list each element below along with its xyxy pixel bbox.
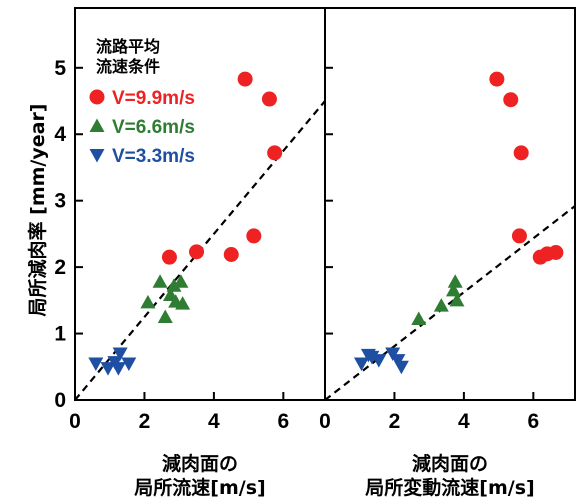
trend-line-right [324, 205, 576, 401]
x-tick-label-right: 6 [527, 410, 539, 433]
x-tick-label-left: 0 [69, 410, 81, 433]
data-point-triangle-down [121, 357, 137, 371]
x-tick-label-left: 4 [208, 410, 220, 433]
y-tick-label: 1 [54, 323, 66, 346]
x-tick-label-right: 0 [319, 410, 331, 433]
data-point-triangle-down [364, 350, 380, 365]
data-point-triangle-down [88, 357, 104, 371]
x-tick-label-left: 6 [277, 410, 289, 433]
data-point-circle [267, 145, 283, 161]
data-point-circle [189, 244, 205, 260]
x-tick-label-left: 2 [139, 410, 151, 433]
data-point-triangle-up [173, 274, 189, 288]
data-point-triangle-up [447, 274, 463, 288]
data-point-triangle-up [152, 274, 168, 288]
legend: 流路平均 流速条件 V=9.9m/s V=6.6m/s V=3.3m/s [89, 37, 195, 167]
legend-label: V=6.6m/s [112, 117, 195, 138]
right-panel-frame [324, 7, 576, 401]
data-point-circle [161, 249, 177, 265]
data-point-circle [223, 246, 239, 262]
data-point-triangle-down [393, 360, 409, 375]
legend-label: V=9.9m/s [112, 88, 195, 109]
data-point-triangle-up [140, 294, 156, 309]
data-point-triangle-up [445, 282, 461, 297]
legend-marker-triangle-down [89, 149, 105, 163]
x-tick-label-right: 2 [389, 410, 401, 433]
data-point-triangle-up [175, 296, 191, 310]
y-tick-label: 5 [54, 57, 66, 80]
data-point-circle [503, 92, 519, 108]
x-tick-label-right: 4 [458, 410, 470, 433]
right-panel: 0 2 4 6 [319, 66, 576, 433]
data-point-triangle-up [449, 292, 465, 307]
y-tick-label: 3 [54, 190, 66, 213]
data-point-circle [513, 145, 529, 161]
legend-marker-circle [89, 89, 105, 105]
data-point-circle [511, 228, 527, 244]
left-panel: 0 2 4 6 0 1 2 3 4 5 [54, 57, 326, 433]
x-axis-title-right-line2: 局所変動流速[m/s] [365, 476, 534, 499]
data-point-circle [246, 228, 262, 244]
data-point-circle [237, 71, 253, 87]
data-point-triangle-up [433, 298, 449, 312]
data-point-triangle-up [411, 311, 427, 325]
data-point-triangle-down [100, 362, 116, 376]
data-point-triangle-up [157, 309, 173, 323]
data-point-circle [548, 245, 564, 261]
legend-title-line2: 流速条件 [96, 57, 160, 76]
y-tick-label: 4 [54, 123, 66, 146]
y-tick-label: 0 [54, 389, 66, 412]
data-point-triangle-down [353, 357, 369, 371]
y-tick-label: 2 [54, 256, 66, 279]
legend-label: V=3.3m/s [112, 146, 195, 167]
x-axis-title-right-line1: 減肉面の [412, 452, 488, 475]
legend-title-line1: 流路平均 [96, 37, 160, 56]
data-point-circle [489, 71, 505, 87]
x-axis-title-left-line1: 減肉面の [162, 452, 238, 475]
data-point-triangle-down [112, 347, 128, 361]
data-point-circle [261, 91, 277, 107]
y-axis-title: 局所減肉率 [mm/year] [26, 104, 49, 317]
data-point-triangle-down [110, 362, 126, 376]
x-axis-title-left-line2: 局所流速[m/s] [134, 476, 265, 499]
legend-marker-triangle-up [89, 118, 105, 132]
